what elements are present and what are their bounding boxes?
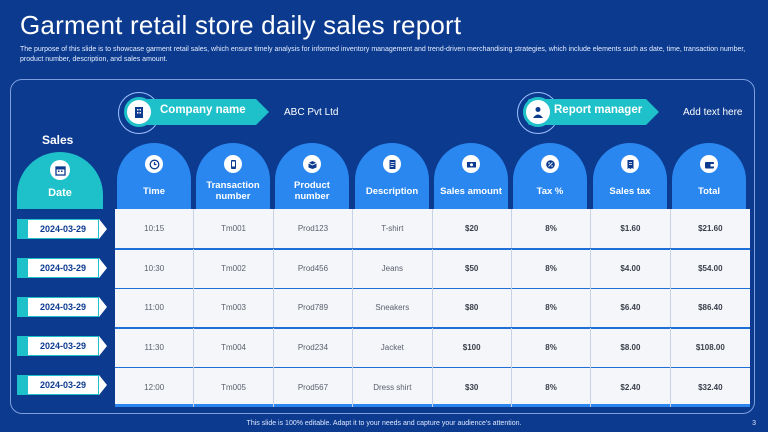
cell-description: Jeans — [353, 248, 433, 289]
cell-tax: 8% — [512, 209, 592, 249]
date-tag: 2024-03-29 — [17, 336, 107, 356]
cell-tax: 8% — [512, 327, 592, 368]
cell-transaction-number: Tm001 — [194, 209, 274, 249]
column-header-description: Description — [355, 143, 429, 209]
cell-total: $21.60 — [698, 224, 723, 234]
column-header-label: Sales amount — [440, 185, 502, 197]
box-icon — [303, 155, 321, 173]
column-header-label: Transaction number — [206, 180, 260, 202]
column-header-label: Product number — [294, 180, 330, 202]
page-description: The purpose of this slide is to showcase… — [20, 46, 746, 63]
column-header-total: Total — [672, 143, 746, 209]
sales-label: Sales — [42, 133, 74, 147]
date-value: 2024-03-29 — [27, 336, 99, 356]
cell-sales-tax: $6.40 — [591, 288, 671, 328]
cell-tax: 8% — [512, 288, 592, 328]
date-tag: 2024-03-29 — [17, 219, 107, 239]
cell-sales-tax: $8.00 — [591, 327, 671, 368]
column-header-sales-amount: Sales amount — [434, 143, 508, 209]
row-divider — [115, 248, 750, 250]
phone-icon — [224, 155, 242, 173]
cell-time: 11:30 — [115, 327, 195, 368]
cell-sales-amount: $100 — [433, 327, 512, 368]
cell-sales-amount: $50 — [433, 248, 512, 289]
company-name-label: Company name — [160, 104, 246, 116]
cell-product-number: Prod567 — [274, 367, 354, 407]
row-divider — [115, 327, 750, 329]
row-divider — [115, 287, 750, 290]
column-header-tax: Tax % — [513, 143, 587, 209]
table-row: 10:30 Tm002 Prod456 Jeans $50 8% $4.00 $… — [115, 248, 750, 289]
wallet-icon — [700, 155, 718, 173]
cell-description: Sneakers — [353, 288, 433, 328]
sales-table: 10:15 Tm001 Prod123 T-shirt $20 8% $1.60… — [115, 209, 750, 407]
column-header-time: Time — [117, 143, 191, 209]
column-header-transaction-number: Transaction number — [196, 143, 270, 209]
cell-product-number: Prod456 — [274, 248, 354, 289]
content-panel — [10, 79, 755, 414]
cell-total: $108.00 — [695, 343, 725, 353]
table-row: 10:15 Tm001 Prod123 T-shirt $20 8% $1.60… — [115, 209, 750, 249]
cell-product-number: Prod789 — [274, 288, 354, 328]
footer-note: This slide is 100% editable. Adapt it to… — [246, 420, 522, 427]
date-value: 2024-03-29 — [27, 219, 99, 239]
column-header-label: Total — [698, 185, 720, 197]
cell-description: Jacket — [353, 327, 433, 368]
cell-total: $32.40 — [698, 382, 723, 392]
cell-sales-tax: $1.60 — [591, 209, 671, 249]
cell-tax: 8% — [512, 367, 592, 407]
date-value: 2024-03-29 — [27, 258, 99, 278]
cell-sales-tax: $4.00 — [591, 248, 671, 289]
cell-time: 10:30 — [115, 248, 195, 289]
column-header-label: Tax % — [536, 185, 564, 197]
cell-time: 11:00 — [115, 288, 195, 328]
column-header-label: Description — [365, 185, 419, 197]
tax-icon — [541, 155, 559, 173]
document-icon — [383, 155, 401, 173]
date-value: 2024-03-29 — [27, 297, 99, 317]
person-icon — [523, 97, 553, 127]
cell-total: $54.00 — [698, 263, 723, 273]
cell-transaction-number: Tm005 — [194, 367, 274, 407]
page-number: 3 — [752, 420, 756, 427]
cell-product-number: Prod234 — [274, 327, 354, 368]
report-manager-value: Add text here — [683, 107, 743, 118]
column-header-sales-tax: Sales tax — [593, 143, 667, 209]
money-icon — [462, 155, 480, 173]
clock-icon — [145, 155, 163, 173]
table-row: 11:30 Tm004 Prod234 Jacket $100 8% $8.00… — [115, 327, 750, 368]
row-divider — [115, 366, 750, 369]
column-header-label: Sales tax — [609, 185, 651, 197]
date-header-label: Date — [48, 187, 72, 199]
cell-product-number: Prod123 — [274, 209, 354, 249]
cell-sales-amount: $20 — [433, 209, 512, 249]
date-tag: 2024-03-29 — [17, 375, 107, 395]
cell-description: T-shirt — [353, 209, 433, 249]
cell-transaction-number: Tm002 — [194, 248, 274, 289]
cell-description: Dress shirt — [353, 367, 433, 407]
table-row: 11:00 Tm003 Prod789 Sneakers $80 8% $6.4… — [115, 288, 750, 328]
calendar-icon — [50, 160, 70, 180]
company-name-value: ABC Pvt Ltd — [284, 107, 339, 118]
column-header-product-number: Product number — [275, 143, 349, 209]
table-row: 12:00 Tm005 Prod567 Dress shirt $30 8% $… — [115, 367, 750, 407]
cell-total: $86.40 — [698, 303, 723, 313]
receipt-icon — [621, 155, 639, 173]
cell-time: 10:15 — [115, 209, 195, 249]
building-icon — [124, 97, 154, 127]
page-title: Garment retail store daily sales report — [20, 10, 462, 40]
date-tag: 2024-03-29 — [17, 297, 107, 317]
cell-time: 12:00 — [115, 367, 195, 407]
date-value: 2024-03-29 — [27, 375, 99, 395]
cell-transaction-number: Tm003 — [194, 288, 274, 328]
report-manager-label: Report manager — [554, 104, 643, 116]
cell-sales-tax: $2.40 — [591, 367, 671, 407]
cell-sales-amount: $30 — [433, 367, 512, 407]
cell-tax: 8% — [512, 248, 592, 289]
column-header-label: Time — [142, 185, 165, 197]
date-tag: 2024-03-29 — [17, 258, 107, 278]
cell-transaction-number: Tm004 — [194, 327, 274, 368]
cell-sales-amount: $80 — [433, 288, 512, 328]
